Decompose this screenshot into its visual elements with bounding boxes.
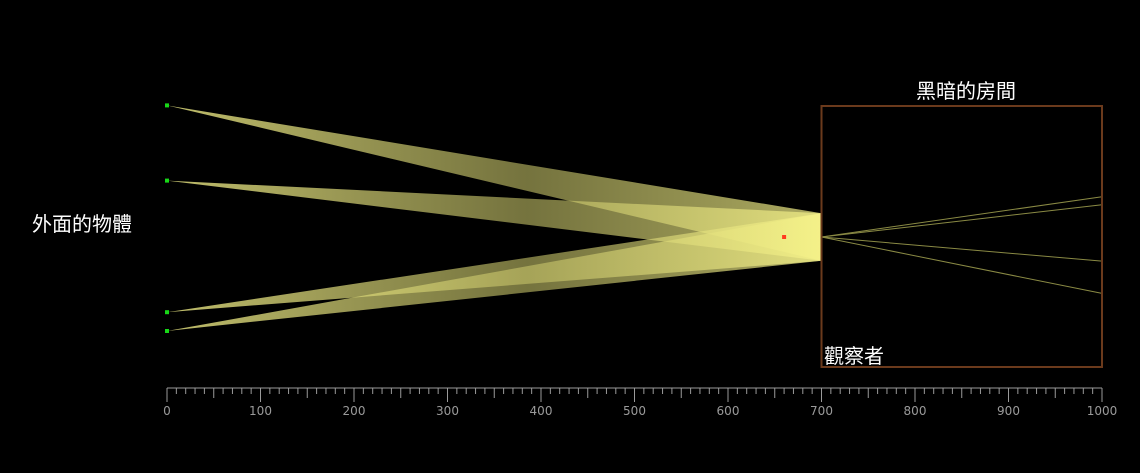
axis-tick-label: 900 bbox=[997, 404, 1020, 418]
object-point-2 bbox=[165, 178, 169, 183]
axis-tick-label: 200 bbox=[343, 404, 366, 418]
axis-tick-label: 500 bbox=[623, 404, 646, 418]
axis-tick-label: 100 bbox=[249, 404, 272, 418]
axis-tick-label: 300 bbox=[436, 404, 459, 418]
distance-axis: 0 100 200 300 400 500 600 700 800 900 1000 bbox=[163, 387, 1118, 418]
light-beam-3 bbox=[167, 213, 822, 313]
light-beams bbox=[167, 105, 822, 331]
projected-ray-4 bbox=[821, 196, 1103, 238]
dark-room-box bbox=[820, 105, 1103, 368]
light-beam-4 bbox=[167, 213, 822, 331]
projected-ray-3 bbox=[821, 204, 1103, 238]
object-point-3 bbox=[165, 310, 169, 315]
light-beam-2 bbox=[167, 180, 822, 261]
axis-tick-label: 0 bbox=[163, 404, 171, 418]
observer-point-marker bbox=[782, 235, 787, 239]
axis-tick-label: 800 bbox=[904, 404, 927, 418]
outside-object-label: 外面的物體 bbox=[32, 212, 132, 236]
object-point-4 bbox=[165, 329, 169, 333]
projected-ray-1 bbox=[821, 236, 1103, 294]
light-beam-1 bbox=[167, 105, 822, 261]
projected-rays-inside-room bbox=[821, 196, 1103, 294]
dark-room-label: 黑暗的房間 bbox=[916, 79, 1016, 103]
projected-ray-2 bbox=[821, 236, 1103, 262]
object-markers bbox=[165, 103, 169, 333]
axis-tick-label: 700 bbox=[810, 404, 833, 418]
axis-tick-label: 400 bbox=[530, 404, 553, 418]
observer-label: 觀察者 bbox=[824, 344, 884, 368]
axis-tick-label: 600 bbox=[717, 404, 740, 418]
axis-tick-label: 1000 bbox=[1087, 404, 1118, 418]
object-point-1 bbox=[165, 103, 169, 108]
